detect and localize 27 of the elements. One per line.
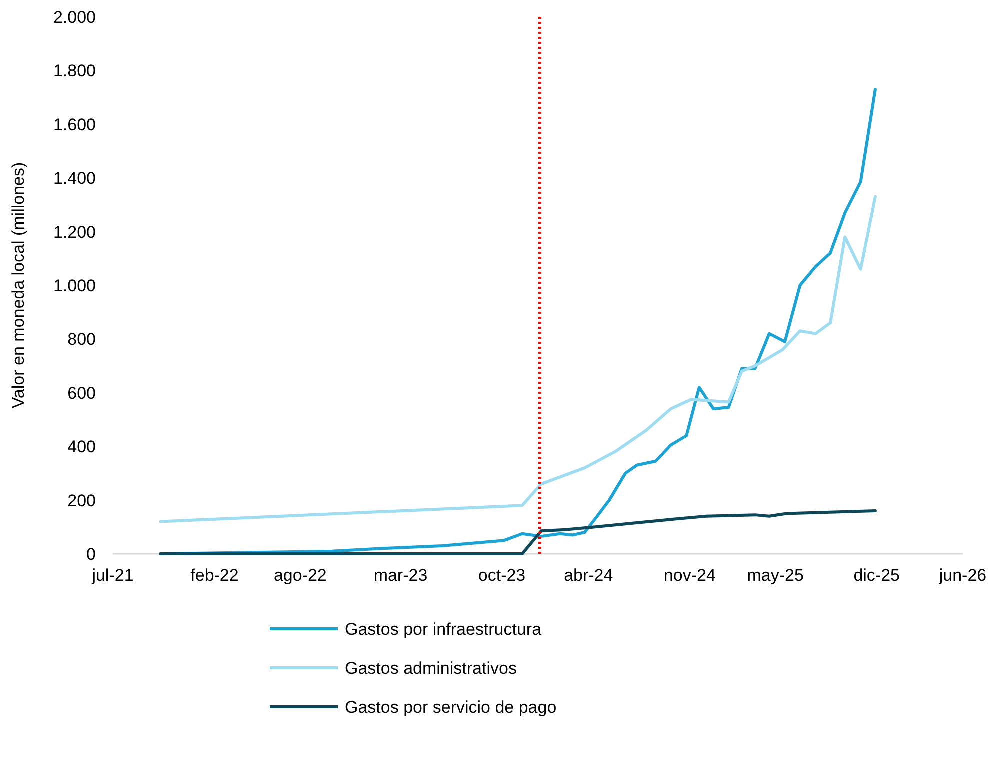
y-tick-label: 800: [68, 330, 96, 350]
x-tick-label: mar-23: [374, 566, 428, 585]
legend-label: Gastos por infraestructura: [345, 620, 542, 639]
y-tick-label: 1.600: [53, 115, 96, 134]
y-tick-label: 1.200: [53, 222, 96, 242]
legend-label: Gastos por servicio de pago: [345, 698, 557, 717]
x-tick-label: jun-26: [938, 566, 987, 585]
y-tick-label: 1.000: [53, 276, 96, 296]
x-tick-label: abr-24: [564, 566, 614, 585]
y-tick-label: 1.400: [53, 169, 96, 188]
x-tick-label: oct-23: [478, 566, 526, 585]
y-axis-title: Valor en moneda local (millones): [9, 162, 28, 409]
y-tick-label: 200: [68, 491, 96, 510]
x-tick-label: dic-25: [854, 566, 900, 585]
y-tick-label: 400: [68, 438, 96, 457]
line-series: [159, 195, 877, 524]
x-tick-label: nov-24: [664, 566, 716, 585]
y-tick-label: 2.000: [53, 8, 96, 27]
y-tick-label: 1.800: [53, 62, 96, 81]
x-tick-label: may-25: [747, 566, 804, 585]
x-tick-label: ago-22: [274, 566, 327, 585]
y-tick-label: 0: [86, 544, 96, 564]
x-tick-label: jul-21: [91, 566, 134, 585]
line-series: [159, 510, 877, 556]
y-tick-label: 600: [68, 384, 96, 403]
legend-label: Gastos administrativos: [345, 658, 517, 678]
x-tick-label: feb-22: [190, 566, 239, 585]
